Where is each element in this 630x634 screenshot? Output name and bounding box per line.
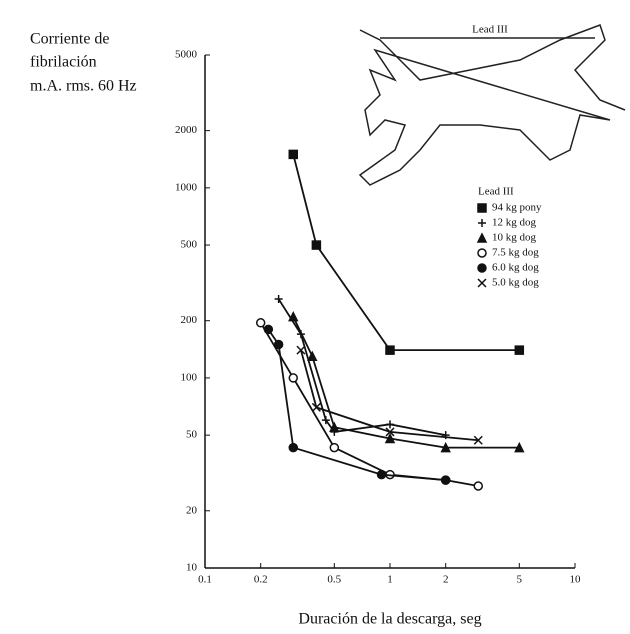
- data-point: [311, 240, 322, 250]
- series-line: [267, 328, 446, 482]
- data-point: [329, 442, 340, 453]
- y-tick-label: 100: [181, 371, 198, 383]
- data-point: [263, 324, 274, 335]
- data-point: [321, 416, 330, 425]
- legend-marker: [478, 219, 486, 227]
- legend-marker: [476, 232, 488, 243]
- legend-label: 7.5 kg dog: [492, 247, 539, 259]
- x-tick-label: 10: [570, 574, 582, 586]
- legend-marker: [477, 203, 487, 213]
- data-point: [288, 373, 299, 383]
- y-tick-label: 500: [181, 239, 198, 251]
- x-tick-label: 5: [517, 574, 523, 586]
- legend-label: 10 kg dog: [492, 232, 537, 244]
- data-point: [386, 420, 394, 429]
- x-tick-label: 0.5: [327, 574, 341, 586]
- y-tick-label: 2000: [175, 124, 198, 136]
- data-point: [273, 339, 284, 350]
- y-axis-label: m.A. rms. 60 Hz: [30, 78, 137, 95]
- legend-label: 12 kg dog: [492, 217, 537, 229]
- x-axis-label: Duración de la descarga, seg: [298, 611, 481, 628]
- legend-marker: [477, 278, 487, 288]
- series-line: [292, 316, 520, 449]
- y-tick-label: 200: [181, 314, 198, 326]
- data-point: [385, 345, 395, 355]
- series-line: [292, 154, 520, 352]
- legend-title: Lead III: [478, 186, 514, 198]
- data-point: [473, 481, 484, 491]
- legend-label: 94 kg pony: [492, 202, 542, 214]
- data-point: [288, 442, 299, 453]
- data-point: [514, 345, 525, 355]
- data-point: [274, 295, 283, 304]
- y-tick-label: 5000: [175, 49, 198, 61]
- data-point: [288, 311, 299, 322]
- x-tick-label: 0.1: [198, 574, 212, 586]
- x-tick-label: 2: [443, 574, 449, 586]
- y-axis-label: Corriente de: [30, 31, 110, 48]
- series-line: [259, 322, 479, 487]
- legend-marker: [477, 248, 487, 258]
- data-point: [329, 421, 340, 433]
- legend-marker: [477, 263, 487, 273]
- data-point: [514, 441, 525, 453]
- illustration-label: Lead III: [472, 24, 508, 36]
- data-point: [288, 149, 299, 160]
- y-tick-label: 50: [186, 429, 198, 441]
- data-point: [376, 469, 387, 480]
- data-point: [440, 475, 451, 485]
- y-axis-label: fibrilación: [30, 54, 97, 71]
- series-line: [300, 349, 479, 442]
- data-point: [473, 435, 483, 445]
- x-tick-label: 0.2: [254, 574, 268, 586]
- y-tick-label: 1000: [175, 181, 198, 193]
- data-point: [307, 350, 318, 362]
- legend-label: 5.0 kg dog: [492, 277, 539, 289]
- data-point: [384, 432, 396, 444]
- series-line: [277, 298, 446, 437]
- data-point: [296, 345, 306, 355]
- dog-illustration: [358, 24, 626, 186]
- y-tick-label: 10: [186, 562, 198, 574]
- y-tick-label: 20: [186, 504, 198, 516]
- x-tick-label: 1: [387, 574, 393, 586]
- data-point: [385, 427, 395, 437]
- data-point: [311, 402, 321, 412]
- data-point: [255, 318, 266, 328]
- data-point: [440, 441, 451, 453]
- legend-label: 6.0 kg dog: [492, 262, 539, 274]
